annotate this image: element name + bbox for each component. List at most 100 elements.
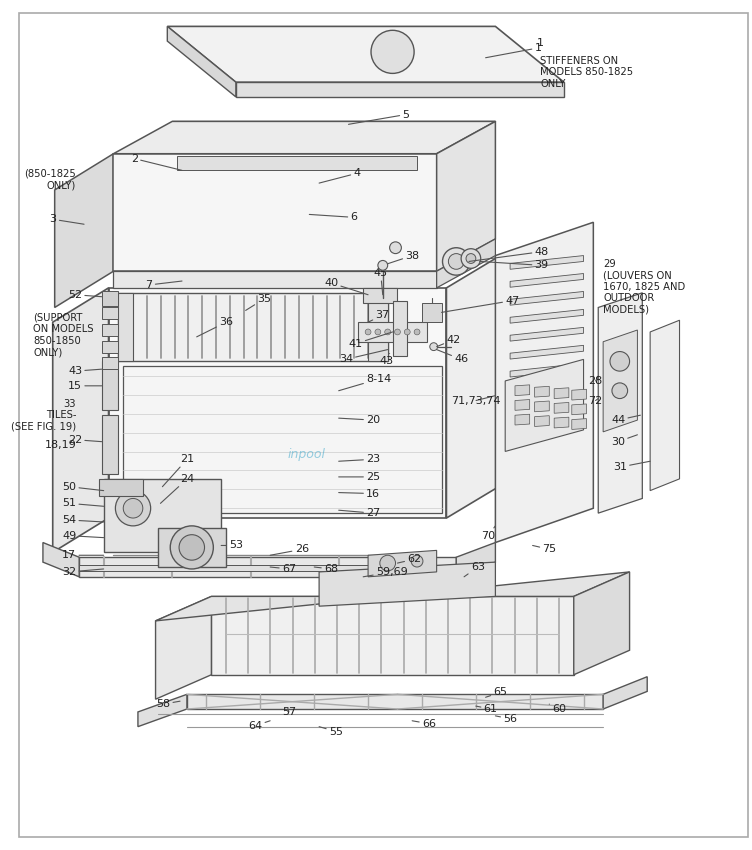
Polygon shape — [99, 479, 143, 496]
Polygon shape — [156, 597, 211, 700]
Polygon shape — [572, 404, 587, 415]
Text: 34: 34 — [338, 349, 388, 365]
Text: 68: 68 — [314, 564, 338, 574]
Polygon shape — [114, 271, 437, 288]
Polygon shape — [102, 291, 118, 305]
Polygon shape — [104, 479, 221, 552]
Polygon shape — [167, 26, 236, 97]
Text: 64: 64 — [248, 721, 270, 731]
Text: 37: 37 — [368, 310, 390, 322]
Polygon shape — [510, 292, 584, 305]
Text: 30: 30 — [611, 435, 638, 446]
Text: 63: 63 — [464, 562, 485, 577]
Text: 40: 40 — [324, 278, 368, 295]
Text: 21: 21 — [162, 454, 194, 487]
Circle shape — [414, 329, 420, 335]
Text: 36: 36 — [197, 317, 233, 337]
Polygon shape — [456, 542, 496, 577]
Text: 59,69: 59,69 — [363, 567, 408, 577]
Circle shape — [442, 247, 470, 275]
Polygon shape — [211, 597, 574, 675]
Polygon shape — [510, 363, 584, 377]
Polygon shape — [368, 550, 437, 577]
Text: 15: 15 — [68, 381, 102, 391]
Text: 47: 47 — [441, 296, 520, 312]
Polygon shape — [510, 274, 584, 287]
Circle shape — [390, 242, 402, 253]
Text: 54: 54 — [62, 515, 104, 525]
Text: 62: 62 — [398, 554, 421, 564]
Polygon shape — [156, 572, 629, 620]
Polygon shape — [79, 565, 456, 571]
Circle shape — [466, 253, 476, 264]
Polygon shape — [505, 360, 584, 451]
Circle shape — [405, 329, 410, 335]
Text: 35: 35 — [246, 293, 271, 310]
Text: 5: 5 — [348, 110, 409, 124]
Polygon shape — [437, 122, 496, 271]
Circle shape — [371, 31, 414, 73]
Text: 23: 23 — [338, 454, 381, 464]
Text: 71,73,74: 71,73,74 — [451, 395, 501, 405]
Circle shape — [123, 498, 143, 518]
Polygon shape — [554, 402, 569, 413]
Text: 67: 67 — [270, 564, 296, 574]
Polygon shape — [157, 528, 226, 567]
Polygon shape — [114, 122, 496, 154]
Circle shape — [170, 526, 214, 569]
Polygon shape — [55, 154, 114, 308]
Text: 20: 20 — [338, 415, 381, 425]
Text: 49: 49 — [62, 530, 104, 541]
Text: (850-1825
ONLY): (850-1825 ONLY) — [25, 168, 76, 190]
Text: 6: 6 — [309, 212, 357, 223]
Polygon shape — [515, 400, 529, 411]
Polygon shape — [177, 156, 417, 170]
Polygon shape — [603, 330, 638, 432]
Polygon shape — [535, 401, 549, 411]
Text: 55: 55 — [319, 727, 343, 737]
Polygon shape — [510, 309, 584, 323]
Text: 65: 65 — [486, 688, 508, 697]
Polygon shape — [138, 694, 187, 727]
Polygon shape — [554, 388, 569, 399]
Text: 46: 46 — [437, 349, 468, 365]
Circle shape — [179, 535, 205, 560]
Text: 41: 41 — [348, 332, 393, 348]
Polygon shape — [108, 288, 447, 518]
Polygon shape — [422, 303, 441, 322]
Text: 60: 60 — [549, 704, 566, 714]
Text: 18,19: 18,19 — [44, 439, 76, 450]
Polygon shape — [102, 361, 118, 411]
Circle shape — [378, 260, 388, 270]
Polygon shape — [79, 558, 456, 577]
Text: 56: 56 — [496, 714, 517, 724]
Polygon shape — [554, 417, 569, 428]
Text: 28: 28 — [589, 376, 602, 386]
Polygon shape — [114, 154, 437, 271]
Polygon shape — [496, 222, 593, 542]
Circle shape — [448, 253, 464, 269]
Polygon shape — [650, 320, 680, 490]
Text: 51: 51 — [62, 498, 104, 508]
Polygon shape — [118, 292, 133, 361]
Text: 44: 44 — [611, 415, 641, 425]
Text: 2: 2 — [131, 154, 182, 170]
Polygon shape — [102, 308, 118, 320]
Text: 61: 61 — [476, 704, 498, 714]
Polygon shape — [53, 288, 108, 552]
Text: 39: 39 — [480, 260, 549, 270]
Text: 58: 58 — [156, 699, 180, 709]
Text: 70: 70 — [481, 526, 496, 541]
Polygon shape — [535, 386, 549, 397]
Polygon shape — [515, 385, 529, 395]
Text: 38: 38 — [383, 251, 420, 265]
Text: 43: 43 — [68, 366, 102, 377]
Text: 16: 16 — [338, 489, 380, 499]
Text: 1: 1 — [486, 43, 541, 58]
Circle shape — [115, 490, 150, 526]
Polygon shape — [603, 677, 647, 709]
Text: 31: 31 — [613, 462, 650, 472]
Text: 24: 24 — [160, 473, 194, 503]
Text: 32: 32 — [62, 567, 104, 577]
Polygon shape — [319, 562, 496, 606]
